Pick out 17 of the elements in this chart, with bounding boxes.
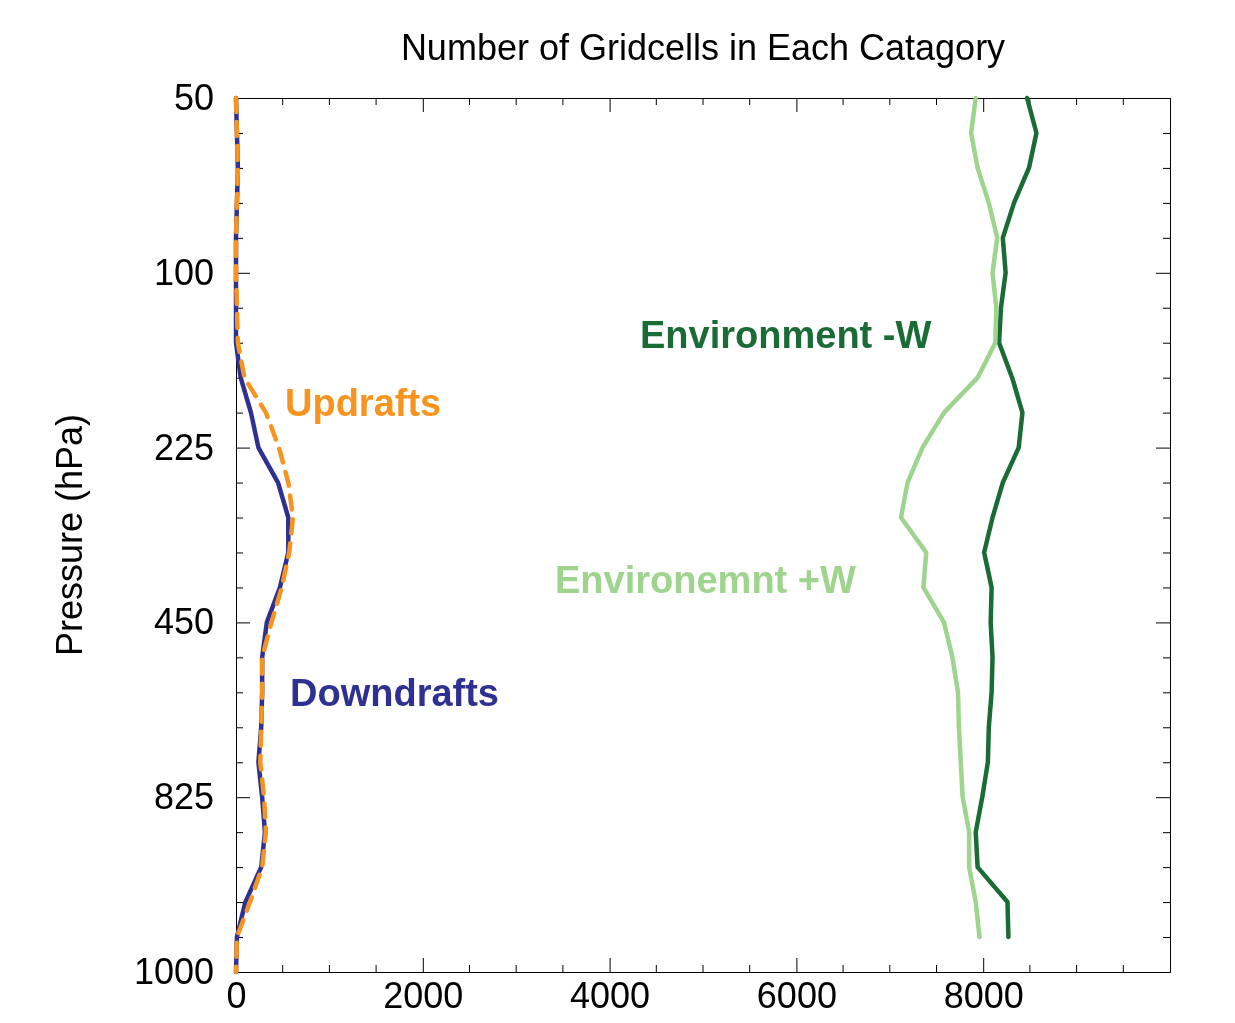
chart-title: Number of Gridcells in Each Catagory xyxy=(400,27,1006,68)
series-label: Environemnt +W xyxy=(555,559,856,602)
y-tick-label: 225 xyxy=(153,426,214,468)
y-tick-label: 450 xyxy=(153,601,214,643)
y-tick-label: 50 xyxy=(173,77,214,119)
x-tick-label: 6000 xyxy=(756,974,837,1016)
y-axis-title: Pressure (hPa) xyxy=(49,413,90,657)
x-tick-label: 4000 xyxy=(570,974,651,1016)
y-tick-label: 100 xyxy=(153,251,214,293)
y-tick-label: 1000 xyxy=(133,951,214,993)
x-tick-label: 2000 xyxy=(383,974,464,1016)
series-label: Updrafts xyxy=(285,382,442,425)
x-tick-label: 8000 xyxy=(943,974,1024,1016)
y-tick-label: 825 xyxy=(153,776,214,818)
x-tick-label: 0 xyxy=(226,974,247,1016)
series-label: Downdrafts xyxy=(290,672,499,715)
series-label: Environment -W xyxy=(640,314,932,357)
